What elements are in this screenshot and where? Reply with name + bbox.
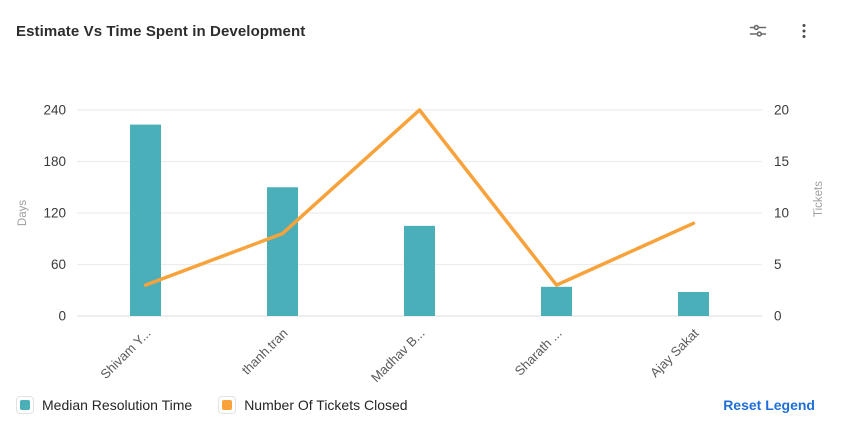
reset-legend-link[interactable]: Reset Legend <box>723 397 815 413</box>
left-axis-tick: 0 <box>58 309 66 324</box>
right-axis-name: Tickets <box>813 181 825 217</box>
chart-header: Estimate Vs Time Spent in Development <box>16 20 815 42</box>
legend-label: Number Of Tickets Closed <box>244 397 408 413</box>
x-axis-label-thanh.tran: thanh.tran <box>239 326 291 378</box>
right-axis-tick: 0 <box>774 309 782 324</box>
left-axis-tick: 240 <box>43 103 66 118</box>
legend-swatch-median-resolution-time <box>20 400 30 410</box>
x-axis-label-Madhav B...: Madhav B... <box>368 326 428 386</box>
legend-label: Median Resolution Time <box>42 397 193 413</box>
right-axis-tick: 20 <box>774 103 789 118</box>
kebab-menu-icon[interactable] <box>793 20 815 42</box>
legend-swatch-box <box>218 396 237 414</box>
left-axis-tick: 180 <box>43 154 66 169</box>
right-axis-tick: 10 <box>774 206 789 221</box>
bar-Shivam Y...[interactable] <box>130 124 161 316</box>
legend-swatch-number-of-tickets-closed <box>222 400 233 410</box>
x-axis-label-Shivam Y...: Shivam Y... <box>97 326 153 382</box>
right-axis-tick: 15 <box>774 154 789 169</box>
combo-chart-svg: 0 0 60 5 120 10 180 15 240 20 Days Tickets Shivam Y.… <box>17 103 825 386</box>
legend-item-number-of-tickets-closed[interactable]: Number Of Tickets Closed <box>218 396 408 414</box>
left-axis-tick: 60 <box>51 257 66 272</box>
header-actions <box>747 20 815 42</box>
bar-Ajay Sakat[interactable] <box>678 291 709 316</box>
bar-Madhav B...[interactable] <box>404 225 435 316</box>
right-axis-tick: 5 <box>774 257 782 272</box>
tickets-line[interactable] <box>143 108 696 287</box>
legend-item-median-resolution-time[interactable]: Median Resolution Time <box>16 396 192 414</box>
x-axis-label-Ajay Sakat: Ajay Sakat <box>647 325 702 380</box>
x-axis-label-Sharath ...: Sharath ... <box>512 326 565 379</box>
left-axis-name: Days <box>17 200 29 226</box>
bar-thanh.tran[interactable] <box>267 187 298 316</box>
chart-title: Estimate Vs Time Spent in Development <box>16 22 306 40</box>
chart-footer: Median Resolution Time Number Of Tickets… <box>16 396 815 414</box>
combo-chart: 0 0 60 5 120 10 180 15 240 20 Days Tickets Shivam Y.… <box>0 62 841 392</box>
bar-Sharath ...[interactable] <box>541 286 572 316</box>
legend-swatch-box <box>16 396 34 414</box>
filter-sliders-icon[interactable] <box>747 20 769 42</box>
left-axis-tick: 120 <box>43 206 66 221</box>
chart-legend: Median Resolution Time Number Of Tickets… <box>16 396 408 414</box>
